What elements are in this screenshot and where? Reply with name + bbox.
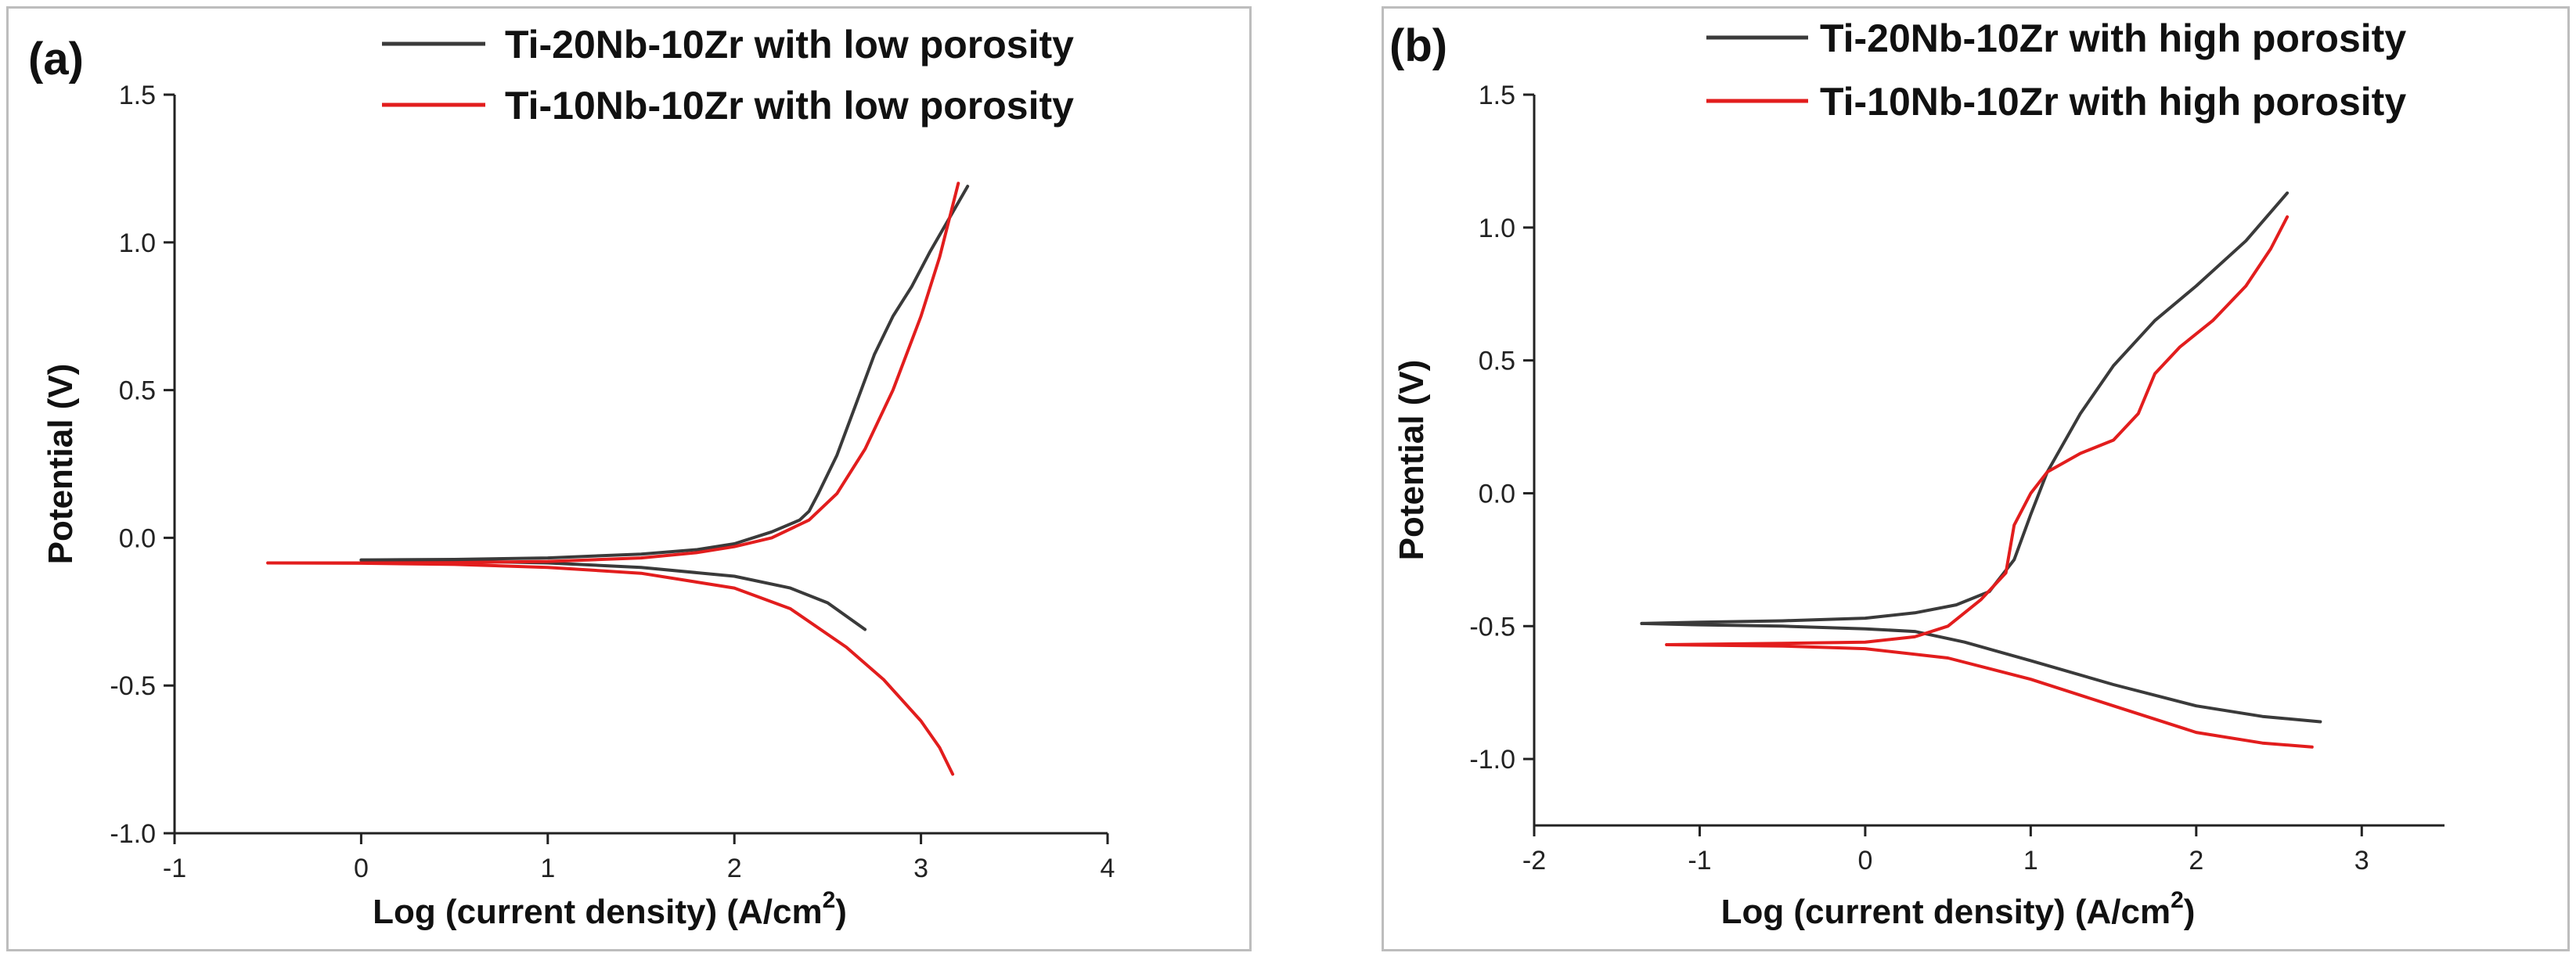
y-tick-label-a-1: -0.5 [110, 671, 156, 701]
series-a-1-anodic [266, 182, 960, 565]
x-tick-label-b-5: 3 [2354, 846, 2369, 876]
y-tick-label-b-0: -1.0 [1469, 745, 1515, 775]
y-tick-label-a-5: 1.5 [119, 81, 156, 110]
series-a-1-cathodic [266, 561, 955, 776]
x-tick-label-a-4: 3 [913, 854, 928, 883]
x-tick-label-b-2: 0 [1857, 846, 1872, 876]
x-tick-label-a-1: 0 [354, 854, 369, 883]
x-tick-label-b-4: 2 [2189, 846, 2203, 876]
x-tick-label-a-2: 1 [540, 854, 555, 883]
panel-label-a: (a) [28, 34, 84, 84]
x-tick-label-a-0: -1 [163, 854, 186, 883]
chart-a: -1 0 1 2 3 4 -1.0 -0.5 0.0 0.5 1.0 1.5 Log (current … [28, 23, 1115, 931]
legend-label-b-1: Ti-10Nb-10Zr with high porosity [1820, 80, 2406, 124]
legend-label-b-0: Ti-20Nb-10Zr with high porosity [1820, 16, 2406, 60]
series-a-0-anodic [359, 185, 970, 562]
y-tick-label-b-2: 0.0 [1479, 479, 1515, 509]
x-tick-label-a-5: 4 [1101, 854, 1115, 883]
y-tick-label-a-4: 1.0 [119, 228, 156, 258]
y-tick-label-b-3: 0.5 [1479, 347, 1515, 376]
x-tick-label-b-1: -1 [1688, 846, 1711, 876]
y-tick-label-b-5: 1.5 [1479, 81, 1515, 110]
panel-b [1382, 6, 2570, 951]
chart-b: -2 -1 0 1 2 3 -1.0 -0.5 0.0 0.5 1.0 1.5 Log (current… [1389, 16, 2444, 931]
y-tick-label-b-1: -0.5 [1469, 612, 1515, 642]
y-tick-label-a-3: 0.5 [119, 376, 156, 406]
series-b-1-anodic [1665, 215, 2290, 646]
panel-a [6, 6, 1252, 951]
y-tick-label-b-4: 1.0 [1479, 214, 1515, 243]
x-tick-label-b-0: -2 [1522, 846, 1546, 876]
y-tick-label-a-0: -1.0 [110, 819, 156, 849]
x-axis-title-a: Log (current density) (A/cm2) [373, 887, 847, 931]
x-axis-title-b: Log (current density) (A/cm2) [1721, 887, 2196, 931]
legend-label-a-0: Ti-20Nb-10Zr with low porosity [505, 23, 1074, 67]
y-axis-title-a: Potential (V) [41, 364, 80, 565]
y-tick-label-a-2: 0.0 [119, 523, 156, 553]
series-b-1-cathodic [1665, 643, 2314, 749]
legend-label-a-1: Ti-10Nb-10Zr with low porosity [505, 84, 1074, 128]
x-tick-label-b-3: 1 [2023, 846, 2038, 876]
series-b-0-cathodic [1640, 621, 2322, 724]
series-b-0-anodic [1640, 191, 2290, 625]
panel-label-b: (b) [1389, 20, 1447, 71]
x-tick-label-a-3: 2 [727, 854, 742, 883]
y-axis-title-b: Potential (V) [1392, 360, 1431, 561]
